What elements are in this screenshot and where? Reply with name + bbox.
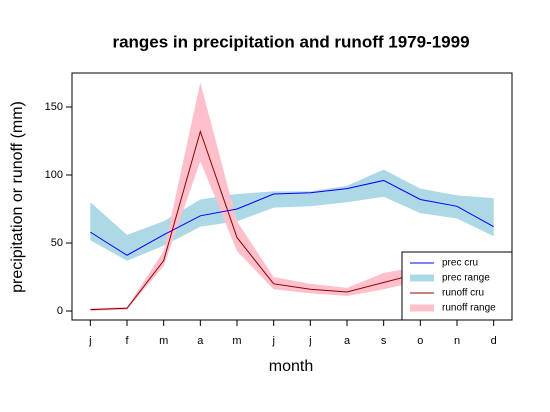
series-line bbox=[90, 179, 494, 256]
x-tick-label: j bbox=[88, 335, 91, 347]
x-tick-label: d bbox=[491, 335, 497, 347]
x-axis-label: month bbox=[269, 358, 313, 375]
legend-label: prec cru bbox=[442, 258, 478, 269]
legend-label: prec range bbox=[442, 273, 490, 284]
range-band bbox=[90, 82, 494, 312]
y-tick-label: 150 bbox=[45, 101, 63, 113]
x-tick-label: a bbox=[197, 335, 204, 347]
legend-label: runoff cru bbox=[442, 288, 484, 299]
x-tick-label: m bbox=[232, 335, 241, 347]
x-tick-label: m bbox=[159, 335, 168, 347]
x-tick-label: s bbox=[381, 335, 387, 347]
x-tick-label: o bbox=[417, 335, 423, 347]
y-tick-label: 50 bbox=[51, 237, 63, 249]
x-tick-label: j bbox=[308, 335, 311, 347]
y-tick-label: 0 bbox=[57, 305, 63, 317]
x-tick-label: n bbox=[454, 335, 460, 347]
legend-label: runoff range bbox=[442, 303, 496, 314]
plot-frame bbox=[71, 72, 513, 321]
x-tick-label: a bbox=[344, 335, 351, 347]
y-tick-label: 100 bbox=[45, 169, 63, 181]
y-axis-label: precipitation or runoff (mm) bbox=[9, 101, 26, 293]
x-tick-label: j bbox=[271, 335, 274, 347]
chart-title: ranges in precipitation and runoff 1979-… bbox=[112, 32, 469, 51]
x-tick-label: f bbox=[125, 335, 129, 347]
range-band bbox=[90, 169, 494, 261]
